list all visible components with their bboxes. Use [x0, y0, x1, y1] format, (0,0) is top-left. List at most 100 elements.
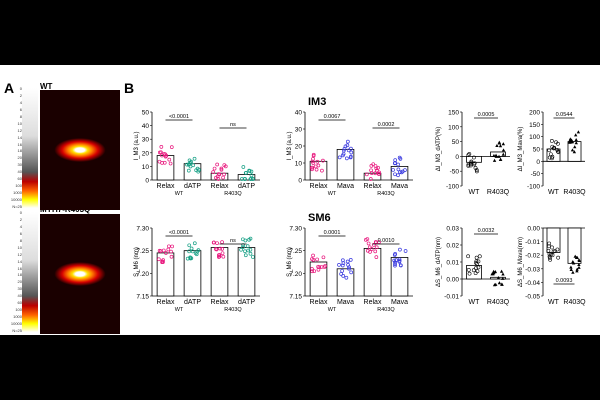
data-point [309, 165, 314, 170]
data-point [158, 249, 163, 253]
y-tick-label: -0.03 [525, 266, 540, 273]
colormap-tick-label: 0 [19, 210, 22, 215]
data-point [577, 262, 581, 267]
data-point [569, 267, 573, 271]
data-point [311, 161, 316, 165]
y-tick-label: 200 [529, 110, 540, 117]
colormap-tick-label: 8 [19, 113, 22, 119]
y-tick-label: 100 [529, 134, 540, 141]
data-point [501, 148, 506, 152]
colormap-tick-label: 12 [17, 251, 22, 257]
data-point [337, 155, 342, 160]
data-point [567, 140, 572, 144]
colormap-tick-label: 60 [17, 176, 22, 182]
data-point [577, 258, 581, 262]
x-tick-label: Relax [364, 183, 382, 190]
data-point [222, 172, 226, 177]
data-point [320, 168, 324, 173]
data-point [341, 273, 346, 278]
data-point [373, 171, 378, 176]
data-point [311, 157, 315, 161]
data-point [159, 150, 163, 155]
data-point [192, 241, 197, 246]
data-point [219, 166, 224, 171]
data-point [375, 168, 379, 173]
data-point [186, 168, 191, 173]
data-point [365, 248, 370, 253]
data-point [397, 257, 402, 262]
x-tick-label: Relax [157, 299, 175, 306]
data-point [349, 270, 354, 275]
data-point [549, 139, 554, 143]
data-point [310, 167, 314, 172]
colormap-tick-label: 4 [19, 99, 22, 105]
row2-title: SM6 [308, 212, 331, 224]
data-point [310, 267, 314, 271]
colormap-tick-label: 16 [17, 265, 22, 271]
colormap-tick-label: 16 [17, 141, 22, 147]
p-value-label: 0.0093 [556, 278, 573, 284]
data-point [248, 251, 253, 256]
data-point [548, 152, 553, 157]
data-point [399, 263, 403, 268]
data-point [547, 155, 552, 160]
data-point [243, 249, 247, 254]
data-point [496, 276, 501, 280]
data-point [547, 148, 552, 153]
data-point [343, 144, 348, 149]
colormap-tick-label: 8 [19, 237, 22, 243]
x-tick-label: R403Q [563, 189, 586, 196]
colormap-tick-label: 2 [19, 92, 22, 98]
data-point [466, 153, 471, 157]
data-point [168, 161, 173, 166]
colormap-tick-label: 10000 [10, 321, 22, 327]
y-tick-label: 0 [455, 154, 459, 161]
data-point [571, 270, 575, 274]
data-point [555, 148, 560, 152]
data-point [501, 272, 505, 276]
data-point [550, 156, 554, 161]
data-point [547, 252, 552, 256]
data-point [220, 240, 224, 245]
y-tick-label: 20 [142, 150, 150, 157]
data-point [245, 244, 250, 248]
data-point [345, 259, 350, 264]
x-tick-label: Mava [337, 183, 354, 190]
data-point [215, 162, 220, 167]
x-tick-label: R403Q [487, 299, 510, 306]
data-point [340, 269, 344, 273]
data-point [371, 242, 376, 247]
colormap-tick-label: 40 [17, 293, 22, 299]
data-point [241, 245, 245, 249]
data-point [323, 264, 328, 268]
data-point [349, 150, 354, 155]
data-point [466, 254, 471, 259]
y-tick-label: 10 [295, 161, 303, 168]
colormap-tick-label: 1000 [13, 314, 22, 320]
colormap-tick-label: 100 [15, 183, 22, 189]
group-label: WT [328, 191, 337, 197]
y-tick-label: 0.02 [446, 243, 459, 250]
data-point [393, 262, 397, 267]
x-tick-label: Mava [391, 299, 408, 306]
data-point [366, 241, 371, 246]
colormap-tick-label: 60 [17, 300, 22, 306]
data-point [391, 168, 395, 172]
y-tick-label: 50 [142, 110, 150, 117]
data-point [195, 166, 200, 171]
data-point [346, 139, 350, 144]
data-point [403, 249, 408, 253]
bar [363, 247, 382, 297]
data-point [248, 247, 253, 252]
p-value-label: ns [230, 122, 236, 128]
bottom-letterbox [0, 335, 600, 400]
data-point [212, 166, 217, 171]
data-point [471, 268, 476, 273]
data-point [369, 171, 374, 176]
data-point [157, 159, 162, 164]
data-point [477, 254, 482, 259]
y-tick-label: 50 [452, 139, 460, 146]
data-point [574, 141, 578, 145]
y-tick-label: 0.03 [446, 226, 459, 233]
data-point [247, 168, 251, 173]
